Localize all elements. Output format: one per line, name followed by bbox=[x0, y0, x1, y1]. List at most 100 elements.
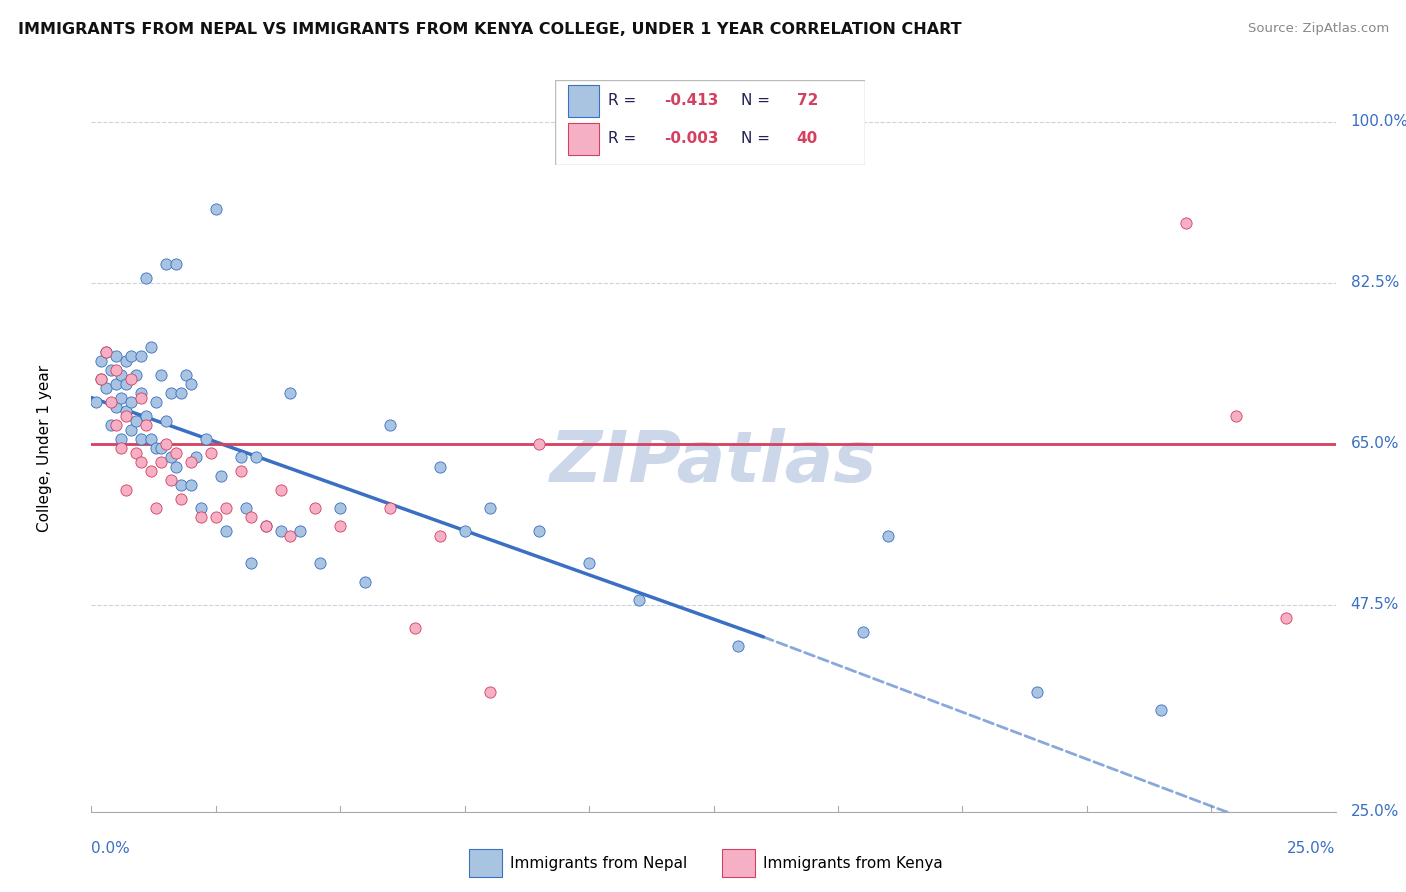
Point bbox=[96, 344, 118, 359]
Point bbox=[280, 529, 302, 543]
Text: 40: 40 bbox=[797, 131, 818, 146]
Point bbox=[170, 491, 193, 506]
Point bbox=[478, 501, 501, 516]
Point bbox=[254, 519, 277, 533]
Point bbox=[155, 257, 177, 271]
Point bbox=[378, 501, 401, 516]
Point bbox=[160, 450, 183, 465]
Point bbox=[90, 372, 112, 386]
Text: 65.0%: 65.0% bbox=[1351, 436, 1399, 451]
Point bbox=[429, 529, 451, 543]
Point bbox=[135, 271, 157, 285]
Point bbox=[304, 501, 326, 516]
Point bbox=[270, 524, 292, 538]
Text: 0.0%: 0.0% bbox=[91, 841, 131, 856]
Point bbox=[135, 409, 157, 423]
Point bbox=[290, 524, 312, 538]
Point bbox=[105, 418, 128, 433]
Text: R =: R = bbox=[607, 93, 641, 108]
Text: -0.003: -0.003 bbox=[664, 131, 718, 146]
Point bbox=[180, 376, 202, 391]
Point bbox=[129, 386, 152, 401]
Point bbox=[120, 395, 142, 409]
Point bbox=[165, 257, 187, 271]
Point bbox=[139, 464, 162, 478]
Point bbox=[110, 368, 132, 382]
Point bbox=[170, 386, 193, 401]
Point bbox=[215, 501, 238, 516]
Text: R =: R = bbox=[607, 131, 641, 146]
Point bbox=[1275, 611, 1298, 625]
Point bbox=[1026, 685, 1049, 699]
Point bbox=[578, 556, 600, 570]
Point bbox=[155, 436, 177, 450]
Bar bbox=[470, 849, 502, 877]
Point bbox=[239, 510, 262, 524]
Bar bbox=[568, 123, 599, 155]
Point bbox=[200, 446, 222, 460]
Point bbox=[329, 519, 352, 533]
Point bbox=[110, 391, 132, 405]
Text: -0.413: -0.413 bbox=[664, 93, 718, 108]
Point bbox=[150, 455, 173, 469]
Point bbox=[145, 395, 167, 409]
Point bbox=[96, 344, 118, 359]
Text: Immigrants from Nepal: Immigrants from Nepal bbox=[509, 855, 686, 871]
Text: N =: N = bbox=[741, 93, 775, 108]
Point bbox=[160, 386, 183, 401]
Point bbox=[190, 510, 212, 524]
Point bbox=[174, 368, 197, 382]
Point bbox=[145, 501, 167, 516]
Point bbox=[115, 376, 138, 391]
Point bbox=[205, 202, 228, 216]
Point bbox=[184, 450, 207, 465]
Point bbox=[329, 501, 352, 516]
Point bbox=[165, 459, 187, 474]
Text: ZIPatlas: ZIPatlas bbox=[550, 428, 877, 497]
Point bbox=[354, 574, 377, 589]
Text: N =: N = bbox=[741, 131, 775, 146]
Point bbox=[627, 593, 650, 607]
Point bbox=[270, 483, 292, 497]
Bar bbox=[568, 85, 599, 117]
Point bbox=[378, 418, 401, 433]
Point bbox=[105, 400, 128, 414]
Point bbox=[209, 468, 232, 483]
Point bbox=[100, 418, 122, 433]
Point bbox=[280, 386, 302, 401]
Point bbox=[229, 464, 252, 478]
Point bbox=[1225, 409, 1247, 423]
Text: Source: ZipAtlas.com: Source: ZipAtlas.com bbox=[1249, 22, 1389, 36]
Point bbox=[125, 368, 148, 382]
Point bbox=[129, 349, 152, 363]
Point bbox=[120, 372, 142, 386]
Text: 25.0%: 25.0% bbox=[1288, 841, 1336, 856]
Point bbox=[129, 432, 152, 446]
Text: IMMIGRANTS FROM NEPAL VS IMMIGRANTS FROM KENYA COLLEGE, UNDER 1 YEAR CORRELATION: IMMIGRANTS FROM NEPAL VS IMMIGRANTS FROM… bbox=[18, 22, 962, 37]
Point bbox=[254, 519, 277, 533]
Text: 100.0%: 100.0% bbox=[1351, 114, 1406, 129]
Point bbox=[115, 353, 138, 368]
Point bbox=[190, 501, 212, 516]
Point bbox=[90, 353, 112, 368]
Point bbox=[529, 524, 551, 538]
Point bbox=[105, 363, 128, 377]
Point bbox=[1175, 216, 1198, 230]
Point bbox=[404, 621, 426, 635]
Point bbox=[125, 414, 148, 428]
Point bbox=[90, 372, 112, 386]
Point bbox=[429, 459, 451, 474]
Point bbox=[100, 395, 122, 409]
Point bbox=[170, 478, 193, 492]
Bar bbox=[723, 849, 755, 877]
Point bbox=[876, 529, 898, 543]
Point bbox=[125, 446, 148, 460]
Point bbox=[194, 432, 217, 446]
Point bbox=[160, 474, 183, 488]
Point bbox=[120, 423, 142, 437]
Point bbox=[165, 446, 187, 460]
Point bbox=[852, 625, 875, 640]
Point bbox=[129, 391, 152, 405]
Point bbox=[115, 404, 138, 418]
Point bbox=[150, 442, 173, 455]
